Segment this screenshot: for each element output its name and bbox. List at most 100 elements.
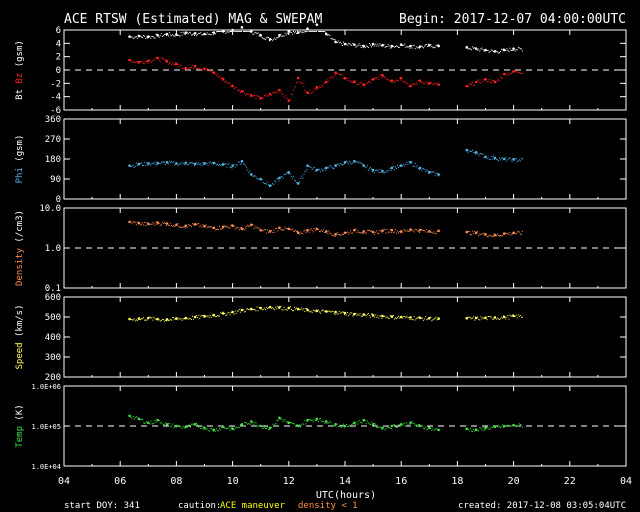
data-point bbox=[224, 313, 226, 315]
data-point bbox=[372, 425, 374, 427]
data-point bbox=[492, 235, 494, 237]
data-point bbox=[334, 39, 336, 41]
data-point bbox=[192, 223, 194, 225]
data-point bbox=[282, 309, 284, 311]
data-point bbox=[510, 425, 512, 427]
panel-frame bbox=[63, 118, 627, 200]
data-point bbox=[377, 427, 379, 429]
data-point bbox=[398, 80, 400, 82]
data-point bbox=[295, 229, 297, 231]
data-point bbox=[351, 81, 353, 83]
data-point bbox=[327, 79, 329, 81]
data-point bbox=[387, 231, 389, 233]
data-point bbox=[165, 222, 169, 225]
data-point bbox=[306, 308, 308, 310]
data-point bbox=[178, 319, 180, 321]
data-point bbox=[321, 84, 323, 86]
data-point bbox=[264, 308, 266, 310]
y-tick-label: 10.0 bbox=[39, 204, 61, 214]
data-point bbox=[336, 313, 338, 315]
data-point bbox=[334, 235, 336, 237]
data-point bbox=[283, 35, 285, 37]
data-point bbox=[386, 316, 388, 318]
data-point bbox=[386, 79, 388, 81]
data-point bbox=[143, 224, 145, 226]
data-point bbox=[349, 313, 351, 315]
data-point bbox=[266, 308, 268, 310]
data-point bbox=[168, 319, 170, 321]
data-point bbox=[411, 161, 413, 163]
data-point bbox=[276, 419, 278, 421]
x-tick-label: 14 bbox=[339, 476, 351, 487]
data-point bbox=[351, 163, 353, 165]
data-point bbox=[274, 231, 276, 233]
data-point bbox=[180, 425, 182, 427]
data-point bbox=[315, 86, 319, 89]
data-point bbox=[321, 420, 323, 422]
data-point bbox=[145, 319, 147, 321]
data-point bbox=[330, 37, 332, 39]
data-point bbox=[412, 422, 414, 424]
data-point bbox=[355, 80, 357, 82]
data-point bbox=[164, 60, 166, 62]
data-point bbox=[206, 68, 208, 70]
data-point bbox=[294, 423, 296, 425]
data-point bbox=[489, 81, 491, 83]
data-point bbox=[142, 37, 144, 39]
created-time: created: 2017-12-08 03:05:04UTC bbox=[458, 501, 626, 511]
data-point bbox=[206, 163, 208, 165]
data-point bbox=[305, 232, 307, 234]
data-point bbox=[483, 318, 485, 320]
data-point bbox=[257, 310, 259, 312]
data-point bbox=[161, 57, 163, 59]
data-point bbox=[412, 165, 414, 167]
data-point bbox=[295, 85, 297, 87]
data-point bbox=[211, 31, 213, 33]
data-point bbox=[364, 232, 366, 234]
data-point bbox=[358, 420, 360, 422]
data-point bbox=[484, 233, 487, 236]
data-point bbox=[170, 34, 172, 36]
data-point bbox=[152, 222, 154, 224]
data-point bbox=[367, 422, 369, 424]
data-point bbox=[505, 50, 507, 52]
data-point bbox=[489, 316, 491, 318]
series-speed bbox=[128, 305, 523, 322]
data-point bbox=[488, 51, 490, 53]
data-point bbox=[481, 318, 483, 320]
data-point bbox=[281, 175, 283, 177]
data-point bbox=[497, 52, 499, 54]
y-tick-label: 4 bbox=[56, 39, 61, 49]
data-point bbox=[367, 81, 369, 83]
data-point bbox=[353, 80, 356, 84]
data-point bbox=[506, 233, 508, 235]
data-point bbox=[510, 234, 512, 236]
data-point bbox=[336, 163, 338, 165]
data-point bbox=[393, 231, 395, 233]
data-point bbox=[325, 422, 327, 424]
data-point bbox=[184, 316, 188, 320]
data-point bbox=[470, 318, 472, 320]
data-point bbox=[323, 169, 325, 171]
data-point bbox=[235, 31, 237, 33]
data-point bbox=[175, 33, 178, 36]
data-point bbox=[343, 42, 347, 46]
data-point bbox=[474, 151, 478, 154]
data-point bbox=[389, 315, 391, 317]
data-point bbox=[219, 225, 221, 227]
data-point bbox=[220, 77, 222, 79]
data-point bbox=[240, 26, 244, 29]
data-point bbox=[499, 235, 501, 237]
data-point bbox=[347, 161, 349, 163]
data-point bbox=[286, 421, 288, 423]
data-point bbox=[234, 310, 236, 312]
data-point bbox=[475, 153, 477, 155]
data-point bbox=[152, 319, 154, 321]
data-point bbox=[247, 423, 249, 425]
data-point bbox=[230, 312, 232, 314]
data-point bbox=[375, 43, 377, 45]
data-point bbox=[430, 171, 432, 173]
data-point bbox=[281, 229, 283, 231]
data-point bbox=[226, 314, 228, 316]
data-point bbox=[418, 45, 422, 48]
